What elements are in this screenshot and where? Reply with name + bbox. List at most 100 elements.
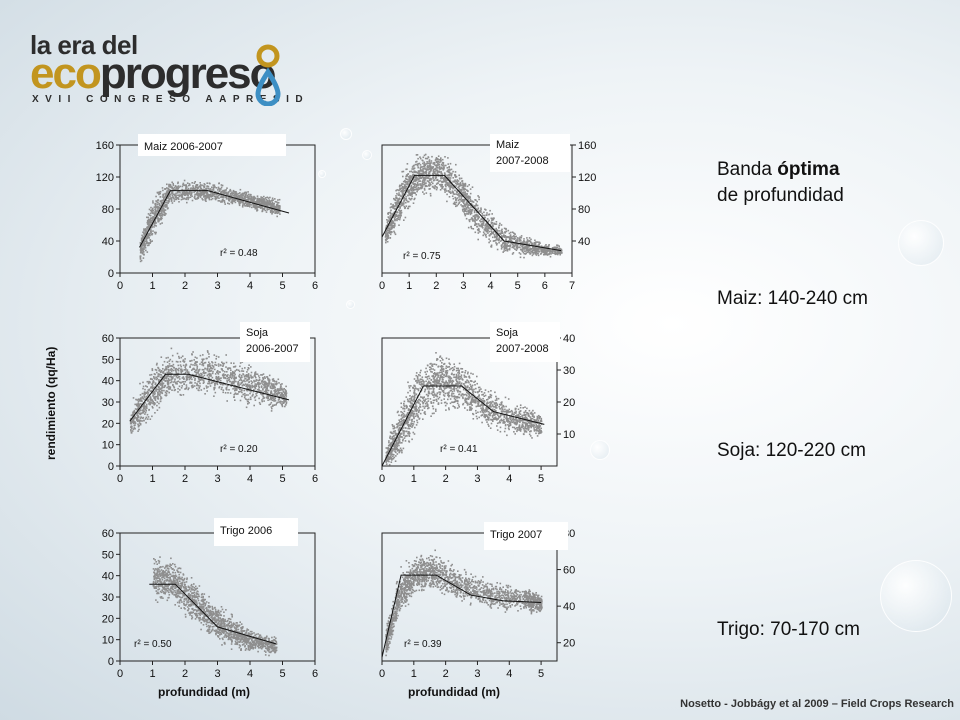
data-point (428, 175, 431, 178)
data-point (486, 224, 488, 226)
data-point (165, 375, 167, 378)
data-point (434, 187, 436, 190)
data-point (149, 228, 152, 230)
data-point (143, 407, 146, 409)
data-point (239, 188, 242, 191)
data-point (447, 171, 450, 173)
data-point (232, 190, 235, 193)
data-point (490, 230, 492, 233)
data-point (211, 381, 213, 383)
data-point (154, 392, 156, 394)
data-point (194, 364, 196, 367)
data-point (161, 215, 164, 217)
data-point (143, 245, 145, 248)
data-point (168, 379, 171, 382)
data-point (394, 202, 397, 204)
data-point (154, 214, 156, 217)
data-point (414, 186, 417, 189)
data-point (386, 221, 389, 223)
data-point (496, 234, 498, 236)
data-point (251, 196, 253, 198)
data-point (149, 390, 152, 392)
data-point (407, 173, 409, 176)
data-point (171, 202, 174, 204)
data-point (515, 239, 517, 242)
data-point (467, 198, 469, 201)
data-point (146, 237, 149, 239)
data-point (138, 419, 141, 422)
data-point (467, 209, 470, 212)
data-point (222, 370, 224, 372)
data-point (255, 385, 258, 387)
data-point (141, 244, 143, 247)
data-point (249, 396, 252, 399)
data-point (222, 383, 224, 386)
data-point (270, 204, 272, 206)
data-point (152, 401, 154, 403)
data-point (399, 207, 401, 210)
data-point (139, 417, 142, 420)
data-point (483, 229, 486, 231)
data-point (225, 198, 228, 200)
data-point (149, 218, 152, 221)
data-point (177, 187, 179, 189)
data-point (494, 235, 496, 238)
data-point (171, 181, 173, 184)
data-point (516, 237, 519, 239)
data-point (495, 242, 497, 244)
data-point (216, 379, 219, 381)
data-point (416, 179, 418, 182)
data-point (152, 394, 154, 396)
data-point (143, 233, 146, 236)
data-point (398, 218, 401, 221)
data-point (402, 180, 405, 183)
data-point (133, 409, 136, 412)
data-point (159, 371, 162, 374)
data-point (214, 373, 217, 375)
data-point (159, 398, 162, 400)
data-point (413, 171, 415, 174)
data-point (144, 398, 147, 401)
data-point (463, 185, 465, 187)
data-point (444, 188, 447, 190)
data-point (423, 172, 425, 175)
data-point (404, 193, 407, 196)
data-point (167, 380, 169, 383)
data-point (248, 367, 250, 370)
data-point (390, 231, 393, 233)
data-point (402, 170, 405, 173)
data-point (170, 200, 173, 202)
data-point (546, 254, 549, 256)
data-point (394, 199, 397, 202)
data-point (198, 189, 201, 191)
data-point (203, 193, 206, 195)
data-point (459, 189, 461, 192)
data-point (414, 176, 416, 179)
data-point (154, 397, 156, 399)
data-point (209, 385, 212, 387)
data-point (164, 376, 166, 379)
data-point (166, 197, 168, 199)
data-point (443, 164, 445, 167)
data-point (175, 370, 177, 372)
data-point (220, 368, 223, 370)
data-point (486, 228, 489, 230)
data-point (242, 373, 245, 376)
data-point (145, 249, 147, 252)
data-point (255, 394, 258, 397)
data-point (543, 252, 545, 254)
data-point (477, 195, 479, 197)
data-point (222, 373, 225, 375)
data-point (534, 239, 536, 242)
data-point (476, 208, 479, 211)
data-point (234, 393, 236, 395)
data-point (469, 197, 471, 200)
data-point (426, 167, 429, 169)
data-point (488, 227, 491, 230)
data-point (466, 190, 469, 192)
data-point (228, 378, 231, 380)
data-point (443, 180, 446, 183)
data-point (397, 202, 399, 204)
data-point (155, 225, 157, 227)
data-point (132, 411, 134, 414)
